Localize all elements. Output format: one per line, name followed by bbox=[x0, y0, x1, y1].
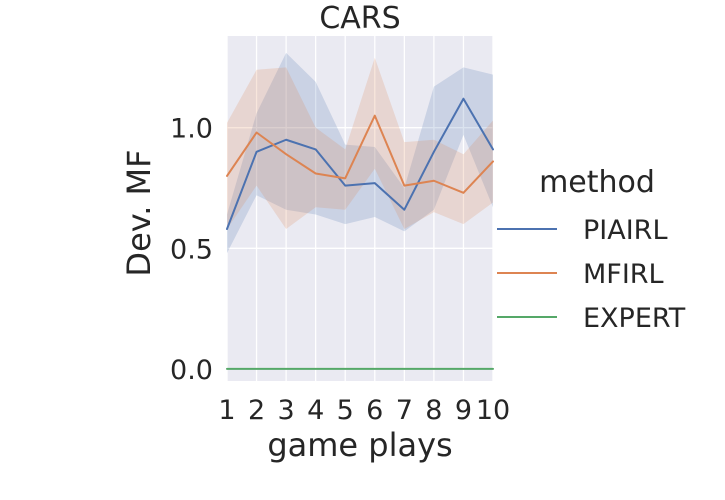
y-tick-label-0.0: 0.0 bbox=[170, 355, 213, 386]
x-tick-label-7: 7 bbox=[396, 395, 413, 426]
piairl-line bbox=[226, 97, 494, 231]
legend-title: method bbox=[539, 165, 655, 200]
x-tick-label-4: 4 bbox=[307, 395, 324, 426]
chart-title: CARS bbox=[319, 1, 400, 36]
plot-area bbox=[227, 36, 493, 381]
confidence-bands bbox=[227, 52, 493, 254]
legend-label-mfirl: MFIRL bbox=[583, 259, 664, 290]
x-tick-label-5: 5 bbox=[337, 395, 354, 426]
x-tick-label-6: 6 bbox=[366, 395, 383, 426]
x-tick-labels: 1 2 3 4 5 6 7 8 9 10 bbox=[218, 395, 510, 426]
y-axis-label: Dev. MF bbox=[120, 149, 158, 276]
piairl-confidence-band bbox=[227, 52, 493, 254]
series-lines bbox=[226, 97, 494, 370]
mfirl-confidence-band bbox=[227, 57, 493, 230]
x-tick-label-1: 1 bbox=[218, 395, 235, 426]
x-tick-label-8: 8 bbox=[425, 395, 442, 426]
y-tick-label-1.0: 1.0 bbox=[170, 114, 213, 145]
mfirl-line bbox=[226, 114, 494, 194]
legend: method PIAIRL MFIRL EXPERT bbox=[497, 165, 686, 334]
x-tick-label-3: 3 bbox=[278, 395, 295, 426]
legend-label-expert: EXPERT bbox=[583, 303, 686, 334]
y-tick-labels: 0.0 0.5 1.0 bbox=[170, 114, 213, 386]
x-tick-label-2: 2 bbox=[248, 395, 265, 426]
x-tick-label-10: 10 bbox=[476, 395, 510, 426]
x-axis-label: game plays bbox=[267, 426, 452, 464]
y-tick-label-0.5: 0.5 bbox=[170, 234, 213, 265]
x-tick-label-9: 9 bbox=[455, 395, 472, 426]
legend-label-piairl: PIAIRL bbox=[583, 215, 667, 246]
